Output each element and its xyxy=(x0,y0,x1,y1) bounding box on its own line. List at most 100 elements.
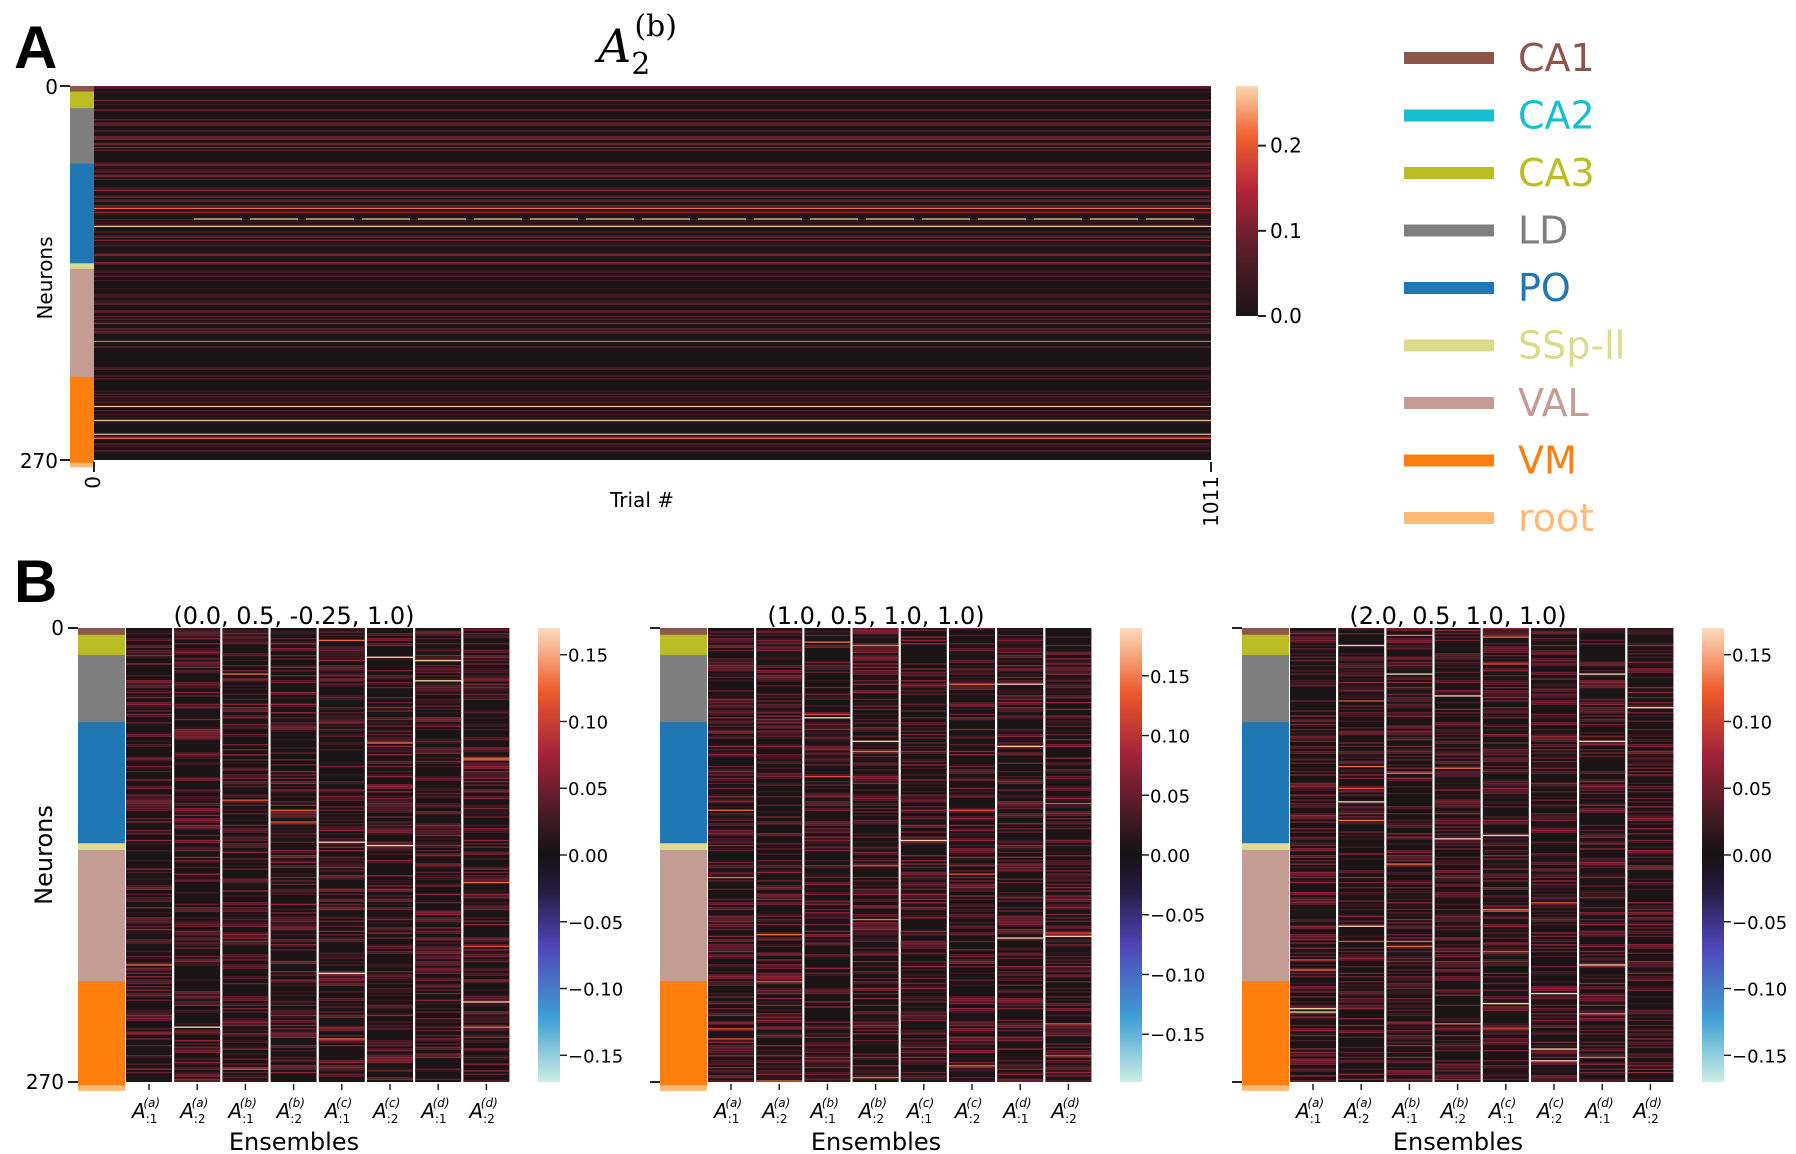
panel-b-neuron-cell xyxy=(708,770,754,773)
panel-b-neuron-cell xyxy=(222,944,269,946)
panel-b-neuron-cell xyxy=(126,907,172,909)
panel-b-neuron-cell xyxy=(852,705,899,707)
panel-b-neuron-cell xyxy=(1338,1001,1385,1003)
panel-b-neuron-cell xyxy=(949,769,995,771)
panel-b-neuron-cell xyxy=(1482,841,1529,843)
panel-b-neuron-cell xyxy=(126,1014,172,1017)
panel-b-neuron-cell xyxy=(1045,866,1092,869)
panel-b-neuron-cell xyxy=(222,935,269,938)
panel-b-neuron-cell xyxy=(1531,987,1577,990)
panel-b-neuron-cell xyxy=(126,732,172,734)
panel-b-neuron-cell xyxy=(804,1051,851,1054)
panel-b-neuron-cell xyxy=(708,939,754,941)
panel-b-neuron-cell xyxy=(318,749,365,751)
panel-b-neuron-cell xyxy=(270,782,317,785)
panel-b-neuron-cell xyxy=(1386,925,1433,927)
panel-b-neuron-cell xyxy=(367,725,413,727)
panel-b-neuron-cell xyxy=(900,1063,947,1065)
panel-b-neuron-cell xyxy=(900,839,947,842)
panel-b-neuron-cell xyxy=(463,871,510,874)
panel-b-neuron-cell xyxy=(1386,908,1433,911)
panel-b-neuron-cell xyxy=(997,796,1044,798)
panel-a-trial-segment xyxy=(1146,218,1194,220)
panel-b-neuron-cell xyxy=(900,733,947,736)
panel-b-neuron-cell xyxy=(997,989,1044,991)
panel-b-neuron-cell xyxy=(126,982,172,985)
panel-b-neuron-cell xyxy=(900,673,947,675)
panel-b-neuron-cell xyxy=(1579,1071,1626,1074)
panel-b-neuron-cell xyxy=(997,1002,1044,1005)
panel-b-neuron-cell xyxy=(900,629,947,632)
panel-b-neuron-cell xyxy=(1482,631,1529,633)
panel-a-neuron-row xyxy=(94,99,1211,101)
panel-b-neuron-cell xyxy=(1531,1041,1577,1043)
panel-b-neuron-cell xyxy=(415,834,462,837)
panel-b-neuron-cell xyxy=(949,787,995,790)
panel-b-neuron-cell xyxy=(756,843,803,845)
panel-b-neuron-cell xyxy=(1338,750,1385,753)
panel-b-neuron-cell xyxy=(1579,861,1626,864)
panel-b-neuron-cell xyxy=(1434,1078,1481,1080)
panel-b-neuron-cell xyxy=(1338,658,1385,660)
panel-b-neuron-cell xyxy=(1338,742,1385,744)
panel-b-neuron-cell xyxy=(222,678,269,680)
panel-b-neuron-cell xyxy=(222,685,269,687)
panel-b-neuron-cell xyxy=(1338,905,1385,907)
panel-b-neuron-cell xyxy=(1627,841,1674,843)
panel-b-neuron-cell xyxy=(1434,752,1481,754)
panel-b-neuron-cell xyxy=(900,838,947,840)
panel-b-neuron-cell xyxy=(1045,907,1092,909)
panel-b-neuron-cell xyxy=(708,984,754,986)
panel-b-neuron-cell xyxy=(415,680,462,682)
panel-b-neuron-cell xyxy=(415,700,462,702)
panel-b-neuron-cell xyxy=(1434,848,1481,850)
panel-b-neuron-cell xyxy=(1045,1056,1092,1059)
panel-b-neuron-cell xyxy=(270,934,317,936)
panel-b-neuron-cell xyxy=(1434,880,1481,882)
panel-b-neuron-cell xyxy=(463,1056,510,1059)
panel-b-neuron-cell xyxy=(852,913,899,916)
panel-b-neuron-cell xyxy=(1338,791,1385,793)
panel-b-neuron-cell xyxy=(997,1056,1044,1059)
panel-b-neuron-cell xyxy=(708,754,754,756)
panel-b-neuron-cell xyxy=(1290,900,1336,902)
panel-b-neuron-cell xyxy=(1386,833,1433,835)
panel-b-neuron-cell xyxy=(997,754,1044,756)
panel-b-ensemble-column xyxy=(852,628,899,1082)
panel-b-neuron-cell xyxy=(1290,806,1336,808)
panel-b-neuron-cell xyxy=(900,675,947,677)
panel-b-neuron-cell xyxy=(949,772,995,774)
panel-b-neuron-cell xyxy=(1579,737,1626,739)
panel-b-neuron-cell xyxy=(1386,865,1433,867)
panel-b-neuron-cell xyxy=(1579,841,1626,843)
panel-b-neuron-cell xyxy=(852,775,899,778)
panel-b-neuron-cell xyxy=(1531,829,1577,832)
panel-b-neuron-cell xyxy=(1386,749,1433,751)
panel-b-neuron-cell xyxy=(997,897,1044,899)
panel-b-neuron-cell xyxy=(756,1050,803,1052)
panel-b-neuron-cell xyxy=(415,960,462,963)
panel-b-neuron-cell xyxy=(708,661,754,663)
panel-b-neuron-cell xyxy=(756,1009,803,1012)
panel-b-neuron-cell xyxy=(804,1048,851,1050)
panel-b-neuron-cell xyxy=(852,987,899,990)
panel-b-ensemble-column xyxy=(318,628,365,1082)
panel-b-ytick-270: 270 xyxy=(26,1070,64,1094)
panel-a-trial-segment xyxy=(474,218,522,220)
panel-b-neuron-cell xyxy=(1045,668,1092,670)
panel-b-neuron-cell xyxy=(852,823,899,825)
panel-b-neuron-cell xyxy=(318,876,365,879)
panel-b-neuron-cell xyxy=(1627,932,1674,934)
panel-b-neuron-cell xyxy=(222,868,269,870)
panel-b-neuron-cell xyxy=(756,880,803,882)
panel-b-neuron-cell xyxy=(852,745,899,748)
panel-b-neuron-cell xyxy=(852,807,899,810)
panel-b-neuron-cell xyxy=(852,833,899,835)
panel-b-neuron-cell xyxy=(126,928,172,931)
panel-b-neuron-cell xyxy=(367,932,413,934)
panel-b-neuron-cell xyxy=(949,898,995,901)
panel-b-neuron-cell xyxy=(463,698,510,700)
panel-b-neuron-cell xyxy=(415,969,462,971)
panel-b-neuron-cell xyxy=(997,700,1044,702)
panel-b-column-label: A:1(a) xyxy=(712,1096,742,1126)
